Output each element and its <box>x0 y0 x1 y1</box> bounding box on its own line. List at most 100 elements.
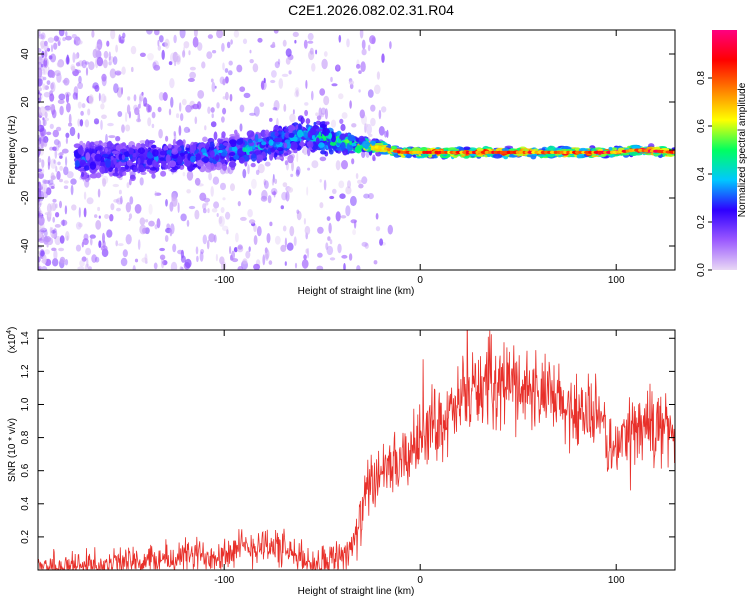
spectrogram-noise-cell <box>139 217 146 226</box>
spectrogram-noise-cell <box>118 243 124 247</box>
spectrogram-noise-cell <box>359 30 364 39</box>
spectrogram-signal-cell <box>195 153 201 161</box>
spectrogram-noise-cell <box>90 237 93 246</box>
spectrogram-signal-cell <box>340 141 346 151</box>
spectrogram-noise-cell <box>285 190 290 202</box>
spectrogram-noise-cell <box>38 34 45 40</box>
spectrogram-noise-cell <box>59 256 66 264</box>
spectrogram-noise-cell <box>48 104 56 111</box>
spectrogram-noise-cell <box>206 51 213 59</box>
spectrogram-noise-cell <box>104 214 110 219</box>
spectrogram-noise-cell <box>356 265 361 270</box>
spectrogram-signal-cell <box>299 141 305 147</box>
spectrogram-noise-cell <box>225 76 229 84</box>
spectrogram-noise-cell <box>46 80 51 85</box>
spectrogram-noise-cell <box>267 195 272 204</box>
spectrogram-noise-cell <box>240 216 247 221</box>
spectrogram-noise-cell <box>115 240 118 247</box>
spectrogram-noise-cell <box>50 82 54 90</box>
spectrogram-noise-cell <box>233 30 240 38</box>
spectrogram-signal-cell <box>362 140 370 149</box>
spectrogram-noise-cell <box>51 109 57 119</box>
spectrogram-noise-cell <box>360 61 366 73</box>
spectrogram-noise-cell <box>230 183 235 192</box>
spectrogram-noise-cell <box>192 103 200 110</box>
spectrogram-noise-cell <box>109 68 117 79</box>
spectrogram-signal-cell <box>231 146 238 152</box>
spectrogram-noise-cell <box>77 101 82 109</box>
spectrogram-core-cell <box>434 150 439 154</box>
spectrogram-noise-cell <box>270 188 278 196</box>
spectrogram-noise-cell <box>40 250 45 257</box>
spectrogram-noise-cell <box>119 36 125 44</box>
spectrogram-signal-cell <box>215 154 219 162</box>
spectrogram-y-axis: 40 20 0 -20 -40 <box>20 48 675 253</box>
colorbar-tick-label: 0.4 <box>696 167 707 181</box>
spectrogram-core-cell <box>400 150 405 154</box>
spectrogram-signal-cell <box>152 159 157 167</box>
spectrogram-noise-cell <box>273 100 280 111</box>
spectrogram-noise-cell <box>192 36 199 48</box>
spectrogram-noise-cell <box>305 248 309 254</box>
spectrogram-noise-cell <box>282 182 288 188</box>
spectrogram-noise-cell <box>66 171 74 179</box>
spectrogram-core-cell <box>440 150 446 154</box>
spectrogram-noise-cell <box>208 233 216 243</box>
spectrogram-signal-cell <box>628 151 639 157</box>
spectrogram-signal-cell <box>216 142 220 151</box>
spectrogram-noise-cell <box>69 126 76 137</box>
spectrogram-noise-cell <box>329 195 335 200</box>
spectrogram-signal-cell <box>175 140 184 145</box>
spectrogram-signal-cell <box>119 162 123 167</box>
spectrogram-signal-cell <box>160 170 167 177</box>
spectrogram-noise-cell <box>304 102 309 106</box>
spectrogram-signal-cell <box>318 142 325 148</box>
spectrogram-noise-cell <box>303 39 308 49</box>
spectrogram-noise-cell <box>332 188 337 194</box>
spectrogram-signal-cell <box>138 164 145 173</box>
spectrogram-noise-cell <box>105 133 108 145</box>
spectrogram-noise-cell <box>325 242 329 250</box>
spectrogram-noise-cell <box>145 219 149 223</box>
spectrogram-noise-cell <box>137 239 141 251</box>
spectrogram-noise-cell <box>57 99 65 104</box>
spectrogram-signal-cell <box>185 147 190 151</box>
spectrogram-noise-cell <box>158 92 165 101</box>
spectrogram-noise-cell <box>77 266 85 270</box>
spectrogram-noise-cell <box>179 30 186 39</box>
spectrogram-noise-cell <box>361 48 367 56</box>
spectrogram-noise-cell <box>247 164 250 175</box>
spectrogram-signal-cell <box>172 138 176 147</box>
spectrogram-signal-cell <box>168 160 177 168</box>
spectrogram-noise-cell <box>56 72 62 83</box>
colorbar-tick-label: 0.2 <box>696 215 707 229</box>
spectrogram-noise-cell <box>226 229 229 235</box>
spectrogram-noise-cell <box>249 59 254 64</box>
spectrogram-noise-cell <box>77 40 83 45</box>
spectrogram-noise-cell <box>43 68 46 75</box>
spectrogram-noise-cell <box>341 112 348 119</box>
spectrogram-noise-cell <box>264 180 269 189</box>
snr-y-tick-label: 0.8 <box>20 430 31 444</box>
spectrogram-noise-cell <box>115 44 118 53</box>
spectrogram-noise-cell <box>38 140 41 150</box>
spectrogram-signal-cell <box>186 143 190 148</box>
spectrogram-noise-cell <box>176 113 180 119</box>
spectrogram-noise-cell <box>339 118 344 124</box>
spectrogram-noise-cell <box>248 246 251 252</box>
spectrogram-noise-cell <box>48 55 53 60</box>
spectrogram-noise-cell <box>38 30 41 37</box>
spectrogram-signal-cell <box>179 152 185 157</box>
spectrogram-noise-cell <box>287 187 294 193</box>
spectrogram-core-cell <box>428 150 433 154</box>
spectrogram-noise-cell <box>103 59 108 69</box>
spectrogram-core-cell <box>472 150 477 154</box>
spectrogram-x-tick-label: 0 <box>417 275 423 286</box>
spectrogram-noise-cell <box>264 248 270 260</box>
spectrogram-noise-cell <box>115 136 121 142</box>
spectrogram-noise-cell <box>292 109 295 115</box>
spectrogram-noise-cell <box>38 157 42 163</box>
spectrogram-noise-cell <box>195 246 199 255</box>
spectrogram-signal-cell <box>121 154 125 160</box>
spectrogram-x-label: Height of straight line (km) <box>298 286 415 297</box>
